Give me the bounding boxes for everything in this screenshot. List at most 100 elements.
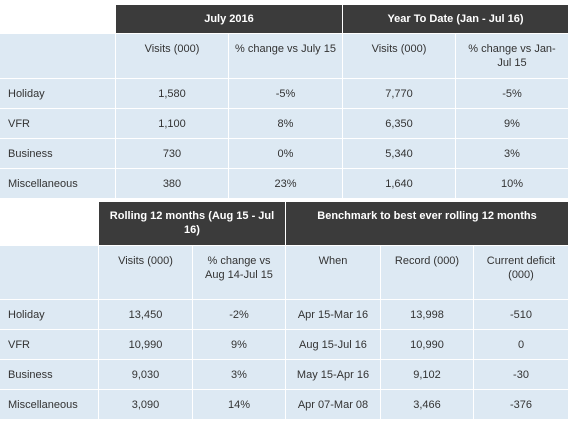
data-cell: 3,090 <box>99 390 192 419</box>
data-cell-text: 7,770 <box>385 87 413 100</box>
data-cell: 14% <box>193 390 285 419</box>
data-cell-text: Apr 15-Mar 16 <box>297 308 369 321</box>
row-label: Holiday <box>0 79 115 108</box>
data-cell: 1,580 <box>116 79 228 108</box>
data-cell-text: 380 <box>162 177 182 190</box>
data-cell-text: 730 <box>162 147 182 160</box>
column-header-text: % change vs July 15 <box>235 43 336 55</box>
data-cell-text: 13,450 <box>128 308 163 321</box>
data-cell: 13,998 <box>381 300 473 329</box>
data-cell-text: Aug 15-Jul 16 <box>299 338 367 351</box>
data-cell: -5% <box>456 79 568 108</box>
data-cell-text: 10% <box>500 177 524 190</box>
row-label: Holiday <box>0 300 98 329</box>
data-cell-text: 3,090 <box>131 398 160 411</box>
row-label-text: Holiday <box>8 87 45 100</box>
data-cell: Aug 15-Jul 16 <box>286 330 380 359</box>
data-cell-text: 3,466 <box>413 398 441 411</box>
column-header: % change vs Aug 14-Jul 15 <box>193 246 285 299</box>
group-header-text: July 2016 <box>204 13 254 25</box>
corner-cell <box>0 34 115 78</box>
data-cell: 0 <box>474 330 568 359</box>
column-header-text: Visits (000) <box>371 43 427 55</box>
data-cell: -30 <box>474 360 568 389</box>
column-header-text: Visits (000) <box>118 255 173 267</box>
row-label-text: Holiday <box>8 308 45 321</box>
corner-cell <box>0 246 98 299</box>
data-cell-text: -510 <box>509 308 533 321</box>
row-label-text: Miscellaneous <box>8 398 78 411</box>
data-cell-text: -2% <box>229 308 249 321</box>
group-header: Benchmark to best ever rolling 12 months <box>286 202 568 245</box>
data-cell: 3,466 <box>381 390 473 419</box>
row-label: Business <box>0 360 98 389</box>
column-header: % change vs Jan-Jul 15 <box>456 34 568 78</box>
group-header: Year To Date (Jan - Jul 16) <box>343 5 568 33</box>
group-header: July 2016 <box>116 5 342 33</box>
column-header: % change vs July 15 <box>229 34 342 78</box>
data-cell: 380 <box>116 169 228 198</box>
data-cell: -5% <box>229 79 342 108</box>
group-header-text: Rolling 12 months (Aug 15 - Jul 16) <box>109 210 275 236</box>
data-cell: 1,640 <box>343 169 455 198</box>
data-cell-text: May 15-Apr 16 <box>296 368 370 381</box>
row-label-text: VFR <box>8 117 30 130</box>
data-cell: 8% <box>229 109 342 138</box>
group-header: Rolling 12 months (Aug 15 - Jul 16) <box>99 202 285 245</box>
column-header-text: When <box>318 255 348 267</box>
data-cell-text: 3% <box>231 368 247 381</box>
data-cell: May 15-Apr 16 <box>286 360 380 389</box>
data-cell: 9,102 <box>381 360 473 389</box>
data-cell: 13,450 <box>99 300 192 329</box>
data-cell: 9% <box>193 330 285 359</box>
data-cell-text: 0 <box>517 338 525 351</box>
row-label-text: VFR <box>8 338 30 351</box>
column-header: Visits (000) <box>116 34 228 78</box>
row-label: VFR <box>0 330 98 359</box>
column-header-text: % change vs Jan-Jul 15 <box>468 43 556 69</box>
data-cell: 5,340 <box>343 139 455 168</box>
data-cell-text: 9% <box>504 117 520 130</box>
data-cell: 10,990 <box>381 330 473 359</box>
data-cell: 9,030 <box>99 360 192 389</box>
data-cell-text: 9% <box>231 338 247 351</box>
data-cell-text: Apr 07-Mar 08 <box>297 398 369 411</box>
column-header: Visits (000) <box>343 34 455 78</box>
row-label-text: Business <box>8 368 53 381</box>
data-cell-text: -30 <box>513 368 529 381</box>
data-cell: 23% <box>229 169 342 198</box>
data-cell-text: 10,990 <box>410 338 444 351</box>
data-cell-text: 0% <box>277 147 294 160</box>
data-cell-text: 1,100 <box>158 117 186 130</box>
group-header-text: Year To Date (Jan - Jul 16) <box>387 13 524 25</box>
data-cell-text: 23% <box>274 177 297 190</box>
row-label: Business <box>0 139 115 168</box>
column-header: Visits (000) <box>99 246 192 299</box>
group-header-text: Benchmark to best ever rolling 12 months <box>317 210 537 222</box>
row-label-text: Business <box>8 147 53 160</box>
data-cell: 9% <box>456 109 568 138</box>
data-cell-text: -5% <box>275 87 296 100</box>
data-cell: 3% <box>193 360 285 389</box>
column-header-text: Record (000) <box>394 255 460 267</box>
data-cell-text: 9,102 <box>413 368 441 381</box>
data-cell-text: 8% <box>277 117 294 130</box>
row-label: VFR <box>0 109 115 138</box>
data-cell: 10,990 <box>99 330 192 359</box>
data-cell-text: 10,990 <box>128 338 163 351</box>
data-cell-text: 14% <box>227 398 251 411</box>
column-header: When <box>286 246 380 299</box>
row-label-text: Miscellaneous <box>8 177 78 190</box>
column-header-text: Visits (000) <box>144 43 200 55</box>
data-cell: 1,100 <box>116 109 228 138</box>
data-cell: Apr 07-Mar 08 <box>286 390 380 419</box>
data-cell: 6,350 <box>343 109 455 138</box>
data-cell: -510 <box>474 300 568 329</box>
data-cell-text: 6,350 <box>385 117 413 130</box>
data-cell-text: -5% <box>502 87 522 100</box>
data-cell-text: -376 <box>509 398 533 411</box>
data-cell-text: 9,030 <box>131 368 160 381</box>
row-label: Miscellaneous <box>0 390 98 419</box>
data-cell-text: 13,998 <box>410 308 444 321</box>
